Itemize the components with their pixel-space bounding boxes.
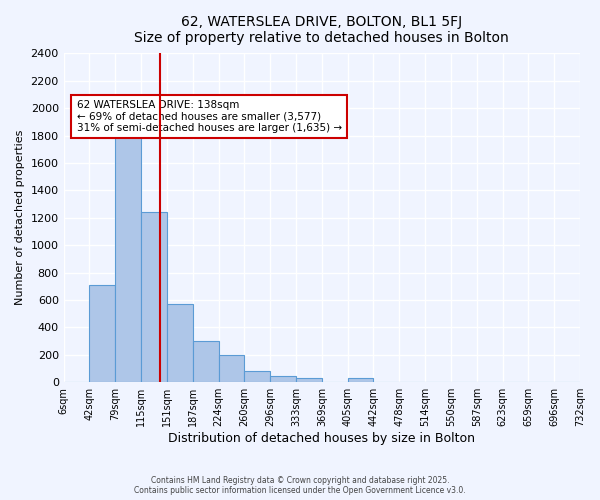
Bar (193, 341, 218, 382)
Bar (89, 285, 115, 382)
Text: 62 WATERSLEA DRIVE: 138sqm
← 69% of detached houses are smaller (3,577)
31% of s: 62 WATERSLEA DRIVE: 138sqm ← 69% of deta… (77, 100, 342, 133)
Bar (244, 371, 270, 382)
Bar (270, 376, 296, 382)
Text: Contains HM Land Registry data © Crown copyright and database right 2025.
Contai: Contains HM Land Registry data © Crown c… (134, 476, 466, 495)
Bar (296, 378, 322, 382)
Title: 62, WATERSLEA DRIVE, BOLTON, BL1 5FJ
Size of property relative to detached house: 62, WATERSLEA DRIVE, BOLTON, BL1 5FJ Siz… (134, 15, 509, 45)
Bar (167, 304, 193, 382)
X-axis label: Distribution of detached houses by size in Bolton: Distribution of detached houses by size … (169, 432, 475, 445)
Bar (141, 212, 167, 382)
Bar (115, 114, 141, 382)
Bar (347, 378, 373, 382)
Y-axis label: Number of detached properties: Number of detached properties (15, 130, 25, 306)
Bar (218, 355, 244, 382)
